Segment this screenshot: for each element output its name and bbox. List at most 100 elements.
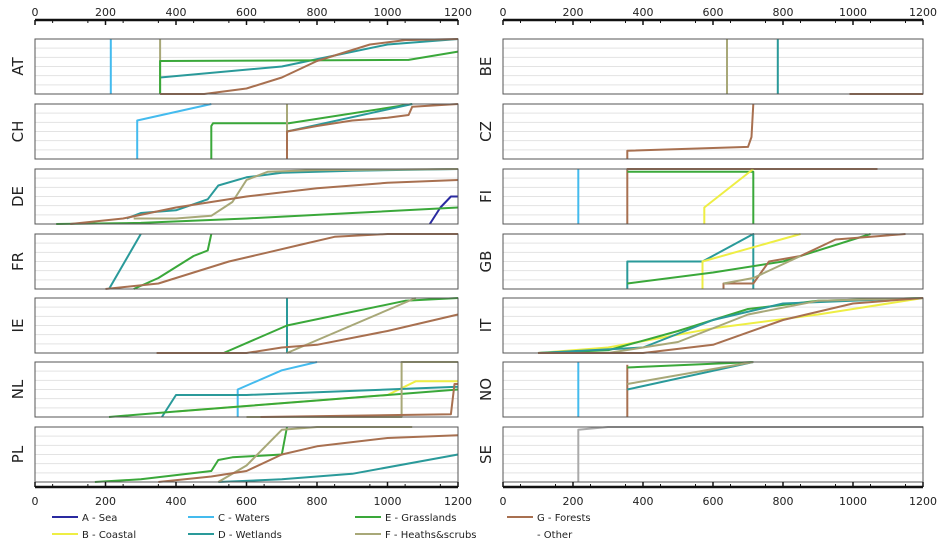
x-axis-bottom-col1: 0 200 400 600 800 1000 1200	[32, 482, 472, 508]
series-line-nl-d	[161, 385, 459, 418]
panel-de: DE	[9, 168, 459, 225]
series-line-no-e	[627, 361, 754, 369]
series-line-pl-d	[218, 453, 459, 483]
series-line-at-e	[159, 50, 459, 94]
panel-se: SE	[477, 426, 924, 483]
panel-label: IT	[477, 318, 495, 332]
x-tick-label: 600	[236, 6, 257, 19]
legend-label: G - Forests	[537, 513, 591, 524]
series-line-ie-e	[223, 297, 459, 354]
series-line-ch-g	[286, 103, 459, 159]
x-tick-label: 400	[633, 6, 654, 19]
series-line-gb-e	[627, 233, 871, 285]
series-line-ch-c	[136, 103, 212, 159]
x-tick-label: 600	[703, 495, 724, 508]
legend-entry-e: E - Grasslands	[355, 513, 457, 524]
x-axis-top-col2: 0 200 400 600 800 1000 1200	[500, 6, 937, 25]
panel-label: CZ	[477, 121, 495, 142]
series-line-de-a	[428, 195, 458, 225]
x-tick-label: 200	[95, 6, 116, 19]
x-axis-bottom-col2: 0 200 400 600 800 1000 1200	[500, 482, 937, 508]
panel-cz: CZ	[477, 103, 924, 160]
x-tick-label: 600	[703, 6, 724, 19]
panel-border	[34, 361, 459, 418]
series-line-it-d	[537, 297, 924, 354]
panel-fr: FR	[9, 233, 459, 290]
panel-label: FI	[477, 190, 495, 203]
legend-label: A - Sea	[82, 513, 117, 524]
series-line-nl-g	[260, 383, 458, 418]
x-tick-label: 0	[500, 495, 507, 508]
panel-border	[502, 103, 924, 160]
legend-label: - Other	[537, 530, 573, 541]
x-tick-label: 1200	[444, 495, 472, 508]
x-tick-label: 400	[166, 6, 187, 19]
series-line-nl-c	[236, 361, 318, 417]
panel-be: BE	[477, 38, 924, 95]
legend-label: D - Wetlands	[218, 530, 282, 541]
panel-no: NO	[477, 361, 924, 418]
panel-border	[502, 168, 924, 225]
series-line-de-g	[70, 179, 459, 225]
x-tick-label: 1000	[839, 495, 867, 508]
x-tick-label: 600	[236, 495, 257, 508]
series-line-gb-f	[723, 255, 801, 285]
panel-border	[34, 233, 459, 290]
panel-label: GB	[477, 251, 495, 273]
series-line-no-f	[627, 361, 754, 385]
panel-border	[502, 233, 924, 290]
legend-entry-o: - Other	[537, 530, 573, 541]
legend-entry-a: A - Sea	[52, 513, 117, 524]
panel-label: CH	[9, 121, 27, 143]
panel-label: FR	[9, 252, 27, 271]
panel-label: IE	[9, 319, 27, 333]
x-tick-label: 800	[773, 495, 794, 508]
legend-label: C - Waters	[218, 513, 270, 524]
legend-entry-c: C - Waters	[188, 513, 270, 524]
panel-border	[34, 38, 459, 95]
legend-label: B - Coastal	[82, 530, 136, 541]
panel-border	[34, 103, 459, 160]
panel-border	[502, 361, 924, 418]
x-tick-label: 800	[773, 6, 794, 19]
series-line-cz-g	[626, 103, 755, 159]
x-tick-label: 400	[633, 495, 654, 508]
series-line-ie-f	[286, 297, 417, 354]
legend-label: E - Grasslands	[385, 513, 457, 524]
series-line-it-b	[537, 297, 924, 354]
x-tick-label: 1200	[909, 495, 937, 508]
x-tick-label: 800	[307, 495, 328, 508]
panel-border	[34, 297, 459, 354]
x-tick-label: 1000	[374, 6, 402, 19]
legend-entry-b: B - Coastal	[52, 530, 136, 541]
panel-label: PL	[9, 445, 27, 463]
series-line-at-g	[160, 38, 459, 95]
x-tick-label: 1000	[374, 495, 402, 508]
panel-border	[502, 38, 924, 95]
x-tick-label: 400	[166, 495, 187, 508]
x-tick-label: 800	[307, 6, 328, 19]
x-tick-label: 1200	[444, 6, 472, 19]
panel-at: AT	[9, 38, 459, 95]
legend-label: F - Heaths&scrubs	[385, 530, 477, 541]
series-line-pl-g	[158, 434, 459, 483]
series-line-fr-e	[133, 233, 213, 290]
x-tick-label: 1000	[839, 6, 867, 19]
x-tick-label: 0	[32, 495, 39, 508]
series-line-ch-e	[210, 103, 413, 159]
panel-ch: CH	[9, 103, 459, 160]
series-line-fi-e	[627, 170, 755, 224]
panels-layer: AT CH DE FR IE NL PL BE CZ FI GB IT NO SE	[9, 38, 924, 483]
series-line-it-f	[607, 297, 924, 354]
x-tick-label: 200	[563, 6, 584, 19]
series-line-de-e	[56, 206, 459, 225]
series-line-fi-b	[703, 168, 754, 224]
x-axis-top-col1: 0 200 400 600 800 1000 1200	[32, 6, 472, 25]
panel-pl: PL	[9, 426, 459, 483]
panel-label: BE	[477, 57, 495, 77]
legend-entry-f: F - Heaths&scrubs	[355, 530, 477, 541]
series-line-de-f	[133, 168, 459, 220]
x-tick-label: 200	[563, 495, 584, 508]
panel-nl: NL	[9, 361, 459, 418]
